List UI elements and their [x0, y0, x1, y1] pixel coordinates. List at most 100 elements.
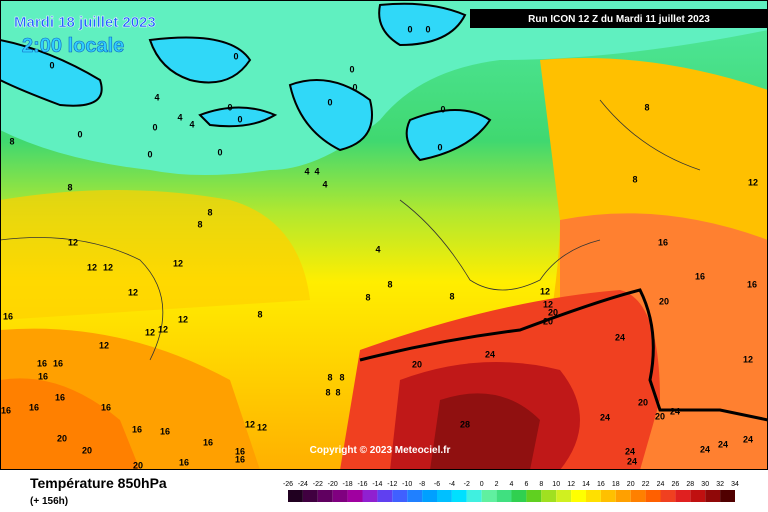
- contour-label: 12: [145, 327, 155, 337]
- run-label: Run ICON 12 Z du Mardi 11 juillet 2023: [528, 14, 710, 25]
- contour-label: 0: [440, 104, 445, 114]
- footer-lead: (+ 156h): [30, 496, 68, 507]
- scale-swatch: [660, 490, 676, 502]
- scale-tick-label: 4: [510, 481, 514, 488]
- contour-label: 8: [327, 372, 332, 382]
- contour-label: 0: [352, 82, 357, 92]
- scale-swatch: [615, 490, 631, 502]
- contour-label: 12: [540, 286, 550, 296]
- scale-swatch: [541, 490, 557, 502]
- contour-label: 16: [55, 392, 65, 402]
- contour-label: 8: [339, 372, 344, 382]
- contour-label: 4: [375, 244, 380, 254]
- contour-label: 0: [437, 142, 442, 152]
- contour-label: 0: [152, 122, 157, 132]
- contour-label: 0: [233, 51, 238, 61]
- contour-label: 0: [147, 149, 152, 159]
- contour-label: 12: [128, 287, 138, 297]
- contour-label: 8: [67, 182, 72, 192]
- contour-label: 16: [1, 405, 11, 415]
- scale-swatch: [690, 490, 706, 502]
- time-label: 2:00 locale: [22, 35, 124, 57]
- contour-label: 24: [627, 456, 637, 466]
- contour-label: 16: [101, 402, 111, 412]
- contour-label: 8: [257, 309, 262, 319]
- contour-label: 12: [743, 354, 753, 364]
- warm-area: [0, 190, 310, 320]
- cold-area: [405, 109, 492, 162]
- scale-swatch: [600, 490, 616, 502]
- contour-label: 8: [197, 219, 202, 229]
- cold-area: [378, 2, 467, 47]
- scale-tick-label: 32: [716, 481, 724, 488]
- contour-label: 12: [245, 419, 255, 429]
- contour-label: 8: [335, 387, 340, 397]
- scale-swatch: [407, 490, 423, 502]
- scale-swatch: [362, 490, 378, 502]
- scale-tick-label: 12: [567, 481, 575, 488]
- scale-swatch: [392, 490, 408, 502]
- warm-area: [0, 378, 140, 470]
- scale-tick-label: 10: [552, 481, 560, 488]
- scale-tick-label: 28: [686, 481, 694, 488]
- scale-tick-label: 0: [480, 481, 484, 488]
- contour-label: 8: [644, 102, 649, 112]
- contour-label: 20: [655, 411, 665, 421]
- scale-swatch: [630, 490, 646, 502]
- scale-tick-label: 18: [612, 481, 620, 488]
- scale-tick-label: 20: [627, 481, 635, 488]
- scale-tick-label: 22: [642, 481, 650, 488]
- scale-swatch: [556, 490, 572, 502]
- cold-area: [0, 38, 103, 107]
- contour-label: 16: [658, 237, 668, 247]
- contour-label: 0: [407, 24, 412, 34]
- contour-label: 0: [327, 97, 332, 107]
- contour-label: 4: [314, 166, 319, 176]
- contour-label: 20: [412, 359, 422, 369]
- scale-swatch: [466, 490, 482, 502]
- contour-label: 16: [37, 358, 47, 368]
- scale-swatch: [317, 490, 333, 502]
- scale-tick-label: 34: [731, 481, 739, 488]
- contour-label: 12: [543, 299, 553, 309]
- scale-swatch: [422, 490, 437, 502]
- contour-label: 12: [103, 262, 113, 272]
- contour-label: 0: [49, 60, 54, 70]
- contour-label: 16: [53, 358, 63, 368]
- scale-tick-label: -26: [283, 481, 293, 488]
- scale-tick-label: -10: [402, 481, 412, 488]
- scale-swatch: [705, 490, 721, 502]
- copyright: Copyright © 2023 Meteociel.fr: [310, 445, 451, 456]
- contour-label: 16: [203, 437, 213, 447]
- contour-label: 24: [670, 406, 680, 416]
- scale-swatch: [481, 490, 497, 502]
- scale-swatch: [645, 490, 661, 502]
- contour-label: 16: [179, 457, 189, 467]
- contour-label: 16: [29, 402, 39, 412]
- footer-title: Température 850hPa: [30, 475, 167, 491]
- contour-label: 4: [322, 179, 327, 189]
- contour-label: 16: [235, 446, 245, 456]
- contour-label: 8: [449, 291, 454, 301]
- scale-tick-label: -20: [328, 481, 338, 488]
- scale-swatch: [451, 490, 467, 502]
- contour-label: 24: [743, 434, 753, 444]
- contour-label: 24: [625, 446, 635, 456]
- coastline: [0, 99, 701, 361]
- scale-tick-label: -24: [298, 481, 308, 488]
- scale-swatch: [332, 490, 348, 502]
- scale-tick-label: 6: [524, 481, 528, 488]
- scale-tick-label: -4: [449, 481, 455, 488]
- contour-label: 16: [695, 271, 705, 281]
- date-label: Mardi 18 juillet 2023: [14, 14, 156, 31]
- contour-label: 20: [659, 296, 669, 306]
- contour-label: 12: [257, 422, 267, 432]
- scale-swatch: [347, 490, 363, 502]
- scale-tick-label: 8: [539, 481, 543, 488]
- scale-swatch: [496, 490, 512, 502]
- contour-label: 4: [189, 119, 194, 129]
- contour-label: 0: [237, 114, 242, 124]
- scale-tick-label: 26: [672, 481, 680, 488]
- contour-label: 12: [158, 324, 168, 334]
- contour-label: 20: [543, 316, 553, 326]
